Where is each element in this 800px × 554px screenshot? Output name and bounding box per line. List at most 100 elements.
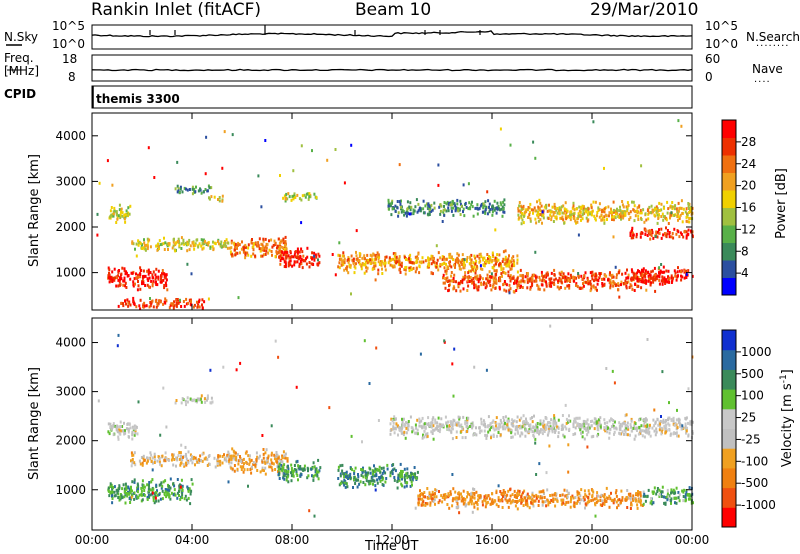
heatmap-cell (585, 216, 588, 220)
heatmap-cell (131, 494, 134, 498)
heatmap-cell (391, 264, 393, 268)
heatmap-cell (242, 250, 245, 254)
heatmap-cell (603, 502, 606, 506)
heatmap-cell (305, 257, 307, 261)
heatmap-cell (634, 434, 637, 438)
heatmap-cell (554, 430, 557, 434)
heatmap-cell (589, 271, 592, 275)
heatmap-cell (673, 227, 676, 231)
heatmap-cell (516, 427, 519, 431)
heatmap-cell (539, 428, 542, 432)
heatmap-cell (661, 282, 664, 286)
heatmap-cell (135, 276, 138, 280)
heatmap-cell (529, 424, 532, 428)
heatmap-cell (452, 487, 455, 491)
heatmap-cell (176, 184, 179, 188)
heatmap-cell (222, 244, 225, 247)
heatmap-cell (258, 237, 261, 241)
heatmap-cell (127, 304, 130, 308)
heatmap-cell (149, 271, 152, 274)
heatmap-cell (236, 251, 239, 255)
heatmap-cell (637, 284, 640, 288)
heatmap-cell (432, 259, 435, 263)
heatmap-cell (208, 462, 211, 466)
heatmap-cell (439, 263, 442, 266)
heatmap-cell (564, 503, 567, 506)
heatmap-cell (479, 494, 482, 498)
heatmap-cell (649, 283, 652, 287)
heatmap-cell (293, 464, 296, 467)
heatmap-cell (415, 431, 418, 435)
heatmap-cell (365, 269, 368, 273)
heatmap-cell (110, 213, 113, 217)
heatmap-cell (162, 480, 165, 484)
heatmap-cell (218, 199, 221, 203)
heatmap-cell (461, 278, 464, 282)
heatmap-cell (678, 269, 681, 273)
heatmap-cell (486, 500, 489, 504)
heatmap-cell (482, 263, 485, 267)
heatmap-cell (466, 256, 469, 259)
heatmap-cell (155, 305, 158, 309)
heatmap-cell (159, 497, 162, 501)
heatmap-cell (491, 251, 494, 255)
heatmap-cell (536, 429, 539, 432)
heatmap-cell (504, 421, 506, 425)
heatmap-cell (601, 218, 604, 222)
heatmap-cell (119, 429, 122, 433)
heatmap-cell (136, 288, 139, 292)
heatmap-cell (208, 186, 211, 190)
heatmap-cell (262, 456, 265, 460)
heatmap-cell (597, 499, 599, 503)
heatmap-cell (404, 268, 407, 272)
heatmap-cell (678, 422, 681, 426)
heatmap-cell (420, 419, 423, 423)
heatmap-cell (284, 262, 287, 266)
heatmap-cell (258, 247, 261, 251)
heatmap-cell (509, 279, 512, 283)
heatmap-cell (183, 497, 186, 501)
heatmap-cell (293, 468, 296, 471)
heatmap-cell (582, 206, 585, 210)
heatmap-cell (460, 280, 462, 283)
heatmap-cell (165, 284, 168, 288)
heatmap-cell (626, 489, 629, 492)
heatmap-cell (131, 437, 134, 441)
heatmap-cell (558, 208, 561, 212)
heatmap-cell (601, 504, 604, 507)
heatmap-cell (172, 238, 175, 242)
heatmap-cell (397, 214, 400, 218)
heatmap-cell (646, 494, 649, 498)
heatmap-cell (680, 274, 682, 278)
heatmap-cell (140, 456, 143, 459)
heatmap-cell (668, 231, 671, 234)
heatmap-cell (184, 494, 187, 498)
heatmap-cell (156, 242, 159, 246)
heatmap-cell (284, 265, 287, 269)
heatmap-cell (626, 421, 629, 425)
heatmap-cell (160, 274, 163, 278)
heatmap-cell (351, 468, 354, 472)
heatmap-cell (213, 456, 216, 460)
heatmap-cell (449, 490, 452, 494)
heatmap-cell (401, 208, 404, 212)
heatmap-cell (187, 450, 190, 454)
heatmap-cell (513, 263, 516, 267)
heatmap-cell (444, 493, 447, 496)
heatmap-cell (123, 489, 126, 493)
heatmap-cell (140, 492, 143, 496)
heatmap-cell (611, 275, 614, 279)
heatmap-cell (121, 425, 124, 428)
heatmap-cell (352, 486, 354, 489)
heatmap-cell (516, 261, 519, 265)
heatmap-cell (446, 276, 449, 280)
heatmap-cell (162, 302, 165, 306)
heatmap-cell (283, 265, 286, 268)
heatmap-cell (409, 260, 412, 264)
heatmap-cell (130, 488, 132, 491)
heatmap-cell (502, 283, 505, 287)
heatmap-cell (473, 286, 476, 290)
heatmap-cell (158, 460, 161, 464)
heatmap-cell (189, 453, 192, 457)
heatmap-cell (573, 212, 576, 216)
